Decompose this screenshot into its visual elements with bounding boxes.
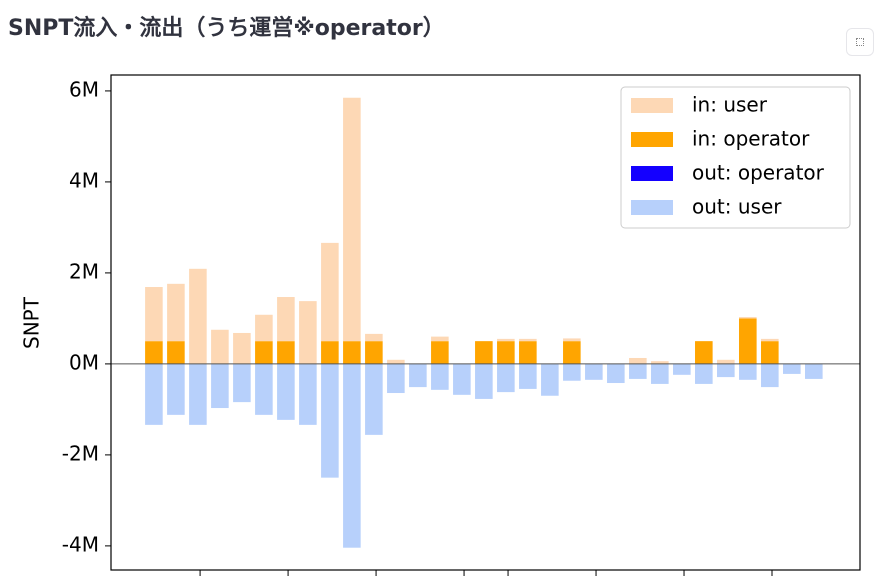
legend-swatch	[631, 132, 673, 147]
bar-segment	[475, 363, 493, 399]
bar-segment	[145, 287, 163, 342]
bar-segment	[277, 341, 295, 364]
y-axis-label: SNPT	[20, 296, 44, 349]
y-tick-label: 0M	[69, 350, 99, 374]
y-tick-label: -2M	[62, 441, 99, 465]
legend-swatch	[631, 98, 673, 113]
bar-segment	[563, 363, 581, 381]
bar-segment	[409, 363, 427, 388]
bar-segment	[277, 363, 295, 420]
bar-segment	[167, 341, 185, 364]
bar-segment	[695, 363, 713, 384]
bar-segment	[761, 341, 779, 364]
legend: in: user in: operator out: operator out: us…	[620, 86, 851, 229]
bar-segment	[453, 363, 471, 395]
bar-segment	[431, 341, 449, 364]
bar-segment	[365, 363, 383, 435]
bar-segment	[343, 97, 361, 342]
legend-swatch	[631, 200, 673, 215]
bar-segment	[167, 363, 185, 415]
bar-segment	[739, 317, 757, 319]
legend-label: out: user	[692, 195, 782, 219]
bar-segment	[431, 336, 449, 342]
bar-segment	[167, 283, 185, 342]
legend-label: in: operator	[692, 127, 810, 151]
bar-segment	[233, 363, 251, 403]
bar-segment	[761, 338, 779, 342]
bar-segment	[497, 341, 515, 364]
bar-segment	[519, 338, 537, 342]
bar-segment	[761, 363, 779, 388]
bar-segment	[299, 363, 317, 425]
plot-frame	[110, 74, 861, 571]
bar-segment	[585, 363, 603, 380]
bar-segment	[629, 357, 647, 364]
bar-segment	[365, 333, 383, 342]
y-tick-label: -4M	[62, 532, 99, 556]
bar-segment	[255, 341, 273, 364]
y-tick-label: 6M	[69, 77, 99, 101]
bar-segment	[717, 363, 735, 378]
fullscreen-button[interactable]	[846, 28, 874, 56]
bar-segment	[497, 338, 515, 342]
bar-segment	[387, 359, 405, 364]
bar-segment	[365, 341, 383, 364]
bar-segment	[387, 363, 405, 394]
chart-title: SNPT流入・流出（うち運営※operator）	[8, 16, 445, 41]
bar-segment	[299, 301, 317, 364]
bar-segment	[739, 318, 757, 364]
bar-segment	[255, 363, 273, 415]
bar-segment	[475, 341, 493, 364]
bar-segment	[497, 363, 515, 393]
y-tick-label: 2M	[69, 259, 99, 283]
bar-segment	[629, 363, 647, 379]
bar-segment	[739, 363, 757, 380]
bar-segment	[563, 341, 581, 364]
legend-label: out: operator	[692, 161, 825, 185]
bar-segment	[255, 314, 273, 342]
bar-segment	[211, 363, 229, 409]
legend-swatch	[631, 166, 673, 181]
legend-label: in: user	[692, 93, 768, 117]
bar-segment	[343, 363, 361, 548]
bar-segment	[519, 341, 537, 364]
bar-segment	[673, 363, 691, 375]
bar-segment	[233, 332, 251, 364]
bar-segment	[211, 329, 229, 364]
bar-segment	[145, 341, 163, 364]
bar-segment	[783, 363, 801, 374]
bar-segment	[431, 363, 449, 390]
bar-segment	[805, 363, 823, 379]
legend-box	[620, 86, 851, 229]
bar-segment	[651, 361, 669, 364]
bar-segment	[563, 338, 581, 342]
bar-segment	[145, 363, 163, 425]
bar-segment	[277, 297, 295, 342]
bar-segment	[343, 341, 361, 364]
bar-segment	[321, 363, 339, 478]
bar-segment	[321, 242, 339, 342]
y-tick-label: 4M	[69, 168, 99, 192]
bar-segment	[717, 359, 735, 364]
bar-segment	[695, 341, 713, 364]
bar-segment	[189, 363, 207, 425]
bar-segment	[321, 341, 339, 364]
bar-segment	[189, 268, 207, 364]
bar-segment	[607, 363, 625, 384]
bar-segment	[541, 363, 559, 396]
bar-segment	[519, 363, 537, 389]
bar-segment	[651, 363, 669, 384]
